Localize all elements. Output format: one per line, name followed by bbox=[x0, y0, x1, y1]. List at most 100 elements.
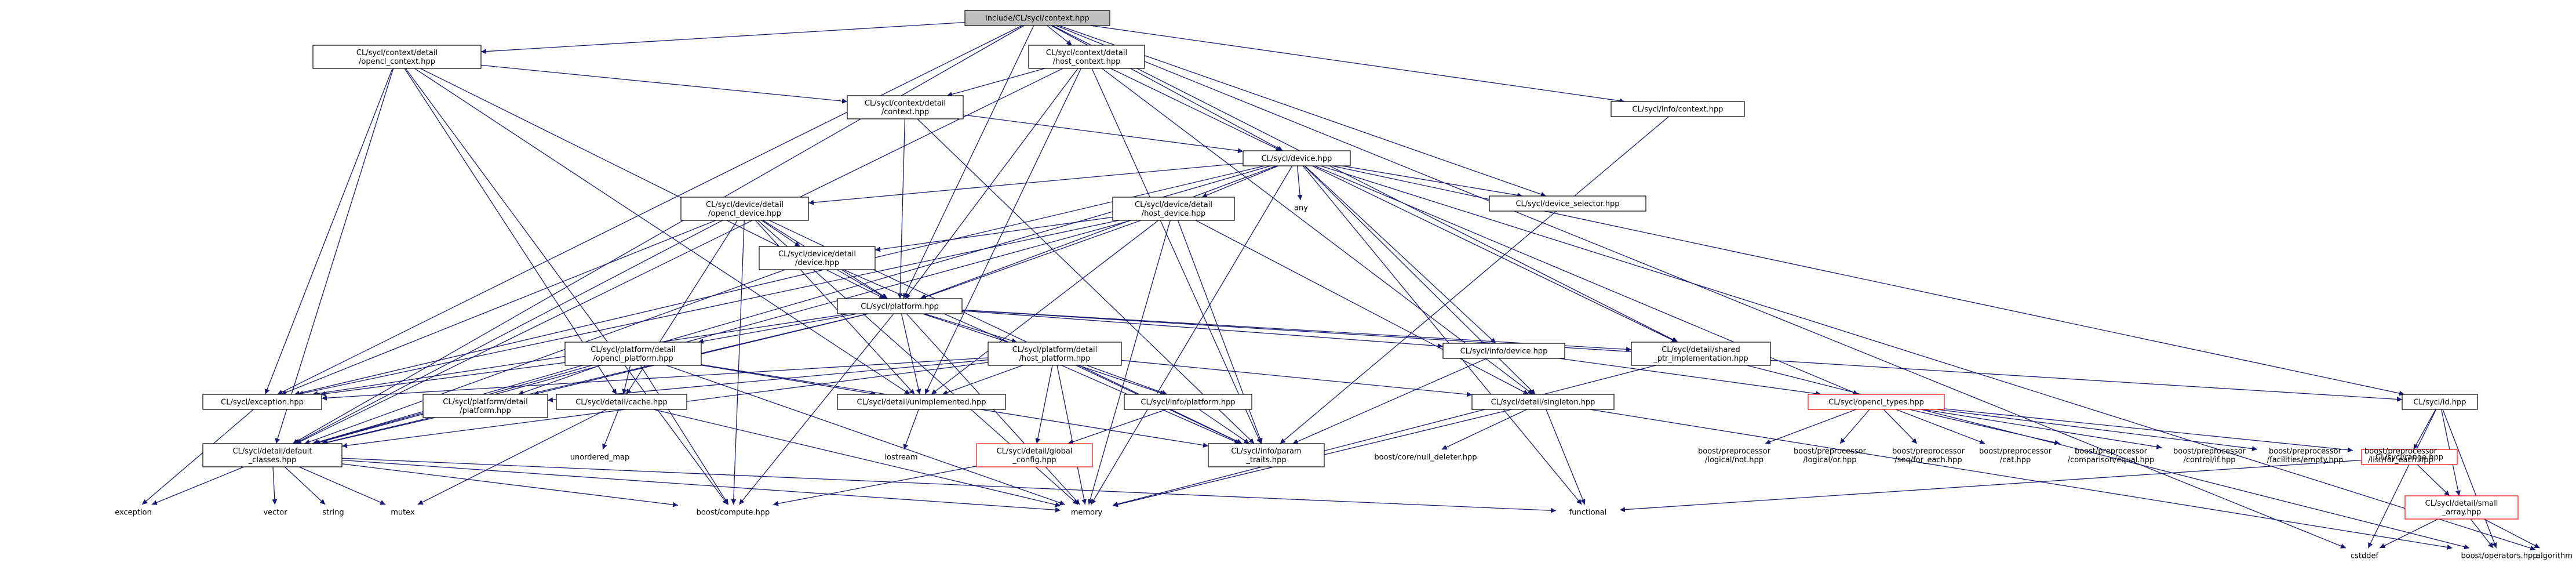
node-box bbox=[847, 95, 964, 119]
node-label: iostream bbox=[884, 453, 917, 462]
edge-opencl_types-to-pp_facilities_empty bbox=[1937, 409, 2258, 452]
edge-root-to-platform bbox=[903, 25, 1034, 299]
node-small-array[interactable]: CL/sycl/detail/small_array.hpp bbox=[2404, 495, 2519, 520]
edge-small_array-to-cstddef bbox=[2379, 518, 2439, 549]
node-host-context[interactable]: CL/sycl/context/detail/host_context.hpp bbox=[1028, 45, 1145, 69]
node-plat-platform[interactable]: CL/sycl/platform/detail/platform.hpp bbox=[422, 394, 548, 418]
node-label: _config.hpp bbox=[1012, 456, 1056, 465]
edge-id-to-cstddef bbox=[2367, 409, 2437, 549]
node-box bbox=[1112, 197, 1235, 221]
edge-opencl_platform-to-unimplemented bbox=[701, 364, 877, 396]
edge-platform-to-host_platform bbox=[924, 313, 1017, 343]
node-label: cstddef bbox=[2351, 552, 2379, 561]
edge-host_device-to-dev_device bbox=[875, 216, 1113, 252]
node-param-traits[interactable]: CL/sycl/info/param_traits.hpp bbox=[1208, 443, 1325, 467]
edge-range-to-small_array bbox=[2417, 464, 2450, 496]
node-global-config[interactable]: CL/sycl/detail/global_config.hpp bbox=[976, 443, 1093, 467]
node-label: /cat.hpp bbox=[2000, 456, 2031, 465]
edge-info_platform-to-param_traits bbox=[1198, 409, 1250, 444]
edge-singleton-to-null_deleter bbox=[1441, 409, 1528, 450]
edge-host_device-to-unimplemented bbox=[931, 220, 1159, 395]
node-singleton[interactable]: CL/sycl/detail/singleton.hpp bbox=[1471, 394, 1615, 410]
node-box bbox=[422, 394, 548, 418]
node-label: boost/preprocessor bbox=[2269, 447, 2342, 456]
node-exception[interactable]: CL/sycl/exception.hpp bbox=[202, 394, 322, 410]
node-label: CL/sycl/info/device.hpp bbox=[1460, 347, 1548, 356]
node-box bbox=[202, 394, 322, 410]
node-pp-list-for-each: boost/preprocessor/list/for_each.hpp bbox=[2364, 447, 2437, 465]
node-label: boost/core/null_deleter.hpp bbox=[1374, 453, 1477, 462]
node-label: CL/sycl/platform/detail bbox=[591, 346, 675, 354]
edge-device-to-info_device bbox=[1305, 165, 1496, 344]
node-label: CL/sycl/context/detail bbox=[865, 99, 946, 108]
node-label: CL/sycl/detail/unimplemented.hpp bbox=[857, 398, 986, 407]
node-box bbox=[312, 45, 482, 69]
node-pp-logical-not: boost/preprocessor/logical/not.hpp bbox=[1698, 447, 1771, 465]
node-box bbox=[564, 342, 702, 366]
node-exception-std: exception bbox=[115, 509, 152, 517]
node-range[interactable]: CL/sycl/range.hpp bbox=[2361, 449, 2458, 465]
node-label: CL/sycl/exception.hpp bbox=[221, 398, 304, 407]
edge-host_platform-to-memory bbox=[1056, 365, 1087, 505]
node-label: CL/sycl/detail/small bbox=[2425, 499, 2498, 508]
edge-unimplemented-to-iostream bbox=[903, 409, 919, 450]
node-box bbox=[1631, 342, 1771, 366]
node-unimplemented[interactable]: CL/sycl/detail/unimplemented.hpp bbox=[837, 394, 1006, 410]
node-info-context[interactable]: CL/sycl/info/context.hpp bbox=[1611, 101, 1745, 117]
edge-opencl_platform-to-memory bbox=[666, 365, 1065, 506]
edge-opencl_device-to-exception bbox=[280, 220, 716, 395]
node-default-classes[interactable]: CL/sycl/detail/default_classes.hpp bbox=[202, 443, 343, 467]
node-opencl-context[interactable]: CL/sycl/context/detail/opencl_context.hp… bbox=[312, 45, 482, 69]
node-id[interactable]: CL/sycl/id.hpp bbox=[2402, 394, 2478, 410]
node-label: /list/for_each.hpp bbox=[2368, 456, 2433, 465]
node-device-selector[interactable]: CL/sycl/device_selector.hpp bbox=[1489, 195, 1646, 212]
node-label: CL/sycl/range.hpp bbox=[2375, 453, 2443, 462]
node-boost-compute: boost/compute.hpp bbox=[697, 509, 770, 517]
edge-device-to-memory bbox=[1091, 165, 1293, 505]
node-label: boost/preprocessor bbox=[2173, 447, 2246, 456]
edge-root-to-info_context bbox=[1090, 25, 1625, 104]
edge-opencl_device-to-dev_device bbox=[761, 220, 800, 247]
edge-default_classes-to-mutex bbox=[298, 466, 386, 505]
node-box bbox=[1808, 394, 1945, 410]
edge-host_context-to-ctx_context bbox=[946, 68, 1045, 97]
node-root[interactable]: include/CL/sycl/context.hpp bbox=[964, 10, 1110, 26]
edge-id-to-range bbox=[2413, 409, 2436, 450]
node-info-device[interactable]: CL/sycl/info/device.hpp bbox=[1442, 343, 1565, 359]
edge-opencl_types-to-pp_comparison_equal bbox=[1909, 409, 2060, 445]
node-label: CL/sycl/device/detail bbox=[1135, 201, 1212, 209]
node-label: /platform.hpp bbox=[460, 407, 511, 415]
node-platform[interactable]: CL/sycl/platform.hpp bbox=[837, 298, 963, 314]
node-label: CL/sycl/platform/detail bbox=[443, 398, 527, 407]
edge-default_classes-to-vector bbox=[272, 466, 278, 505]
edge-dev_device-to-default_classes bbox=[304, 269, 785, 445]
node-opencl-device[interactable]: CL/sycl/device/detail/opencl_device.hpp bbox=[680, 197, 809, 221]
node-device[interactable]: CL/sycl/device.hpp bbox=[1243, 150, 1351, 166]
node-cache[interactable]: CL/sycl/detail/cache.hpp bbox=[556, 394, 687, 410]
node-unordered-map: unordered_map bbox=[570, 453, 630, 462]
node-dev-device[interactable]: CL/sycl/device/detail/device.hpp bbox=[759, 246, 876, 270]
node-ctx-context[interactable]: CL/sycl/context/detail/context.hpp bbox=[847, 95, 964, 119]
edge-opencl_context-to-unimplemented bbox=[414, 68, 910, 395]
edge-device-to-functional bbox=[1302, 165, 1582, 505]
node-label: boost/preprocessor bbox=[1794, 447, 1867, 456]
edge-small_array-to-boost_operators bbox=[2470, 518, 2494, 549]
node-memory: memory bbox=[1071, 509, 1103, 517]
node-label: include/CL/sycl/context.hpp bbox=[985, 14, 1090, 23]
node-opencl-platform[interactable]: CL/sycl/platform/detail/opencl_platform.… bbox=[564, 342, 702, 366]
node-opencl-types[interactable]: CL/sycl/opencl_types.hpp bbox=[1808, 394, 1945, 410]
node-host-device[interactable]: CL/sycl/device/detail/host_device.hpp bbox=[1112, 197, 1235, 221]
edge-host_platform-to-exception bbox=[321, 357, 989, 401]
edge-dev_device-to-platform bbox=[836, 269, 887, 299]
node-info-platform[interactable]: CL/sycl/info/platform.hpp bbox=[1124, 394, 1252, 410]
node-label: CL/sycl/platform.hpp bbox=[861, 303, 938, 311]
node-label: /device.hpp bbox=[795, 259, 839, 267]
edge-host_device-to-singleton bbox=[1195, 220, 1529, 395]
node-label: any bbox=[1294, 204, 1308, 213]
edge-root-to-cstddef bbox=[1055, 25, 2347, 549]
node-label: CL/sycl/opencl_types.hpp bbox=[1828, 398, 1924, 407]
node-label: CL/sycl/device/detail bbox=[706, 201, 784, 209]
edge-device-to-platform bbox=[920, 165, 1277, 300]
node-shared-ptr[interactable]: CL/sycl/detail/shared_ptr_implementation… bbox=[1631, 342, 1771, 366]
node-host-platform[interactable]: CL/sycl/platform/detail/host_platform.hp… bbox=[988, 342, 1122, 366]
